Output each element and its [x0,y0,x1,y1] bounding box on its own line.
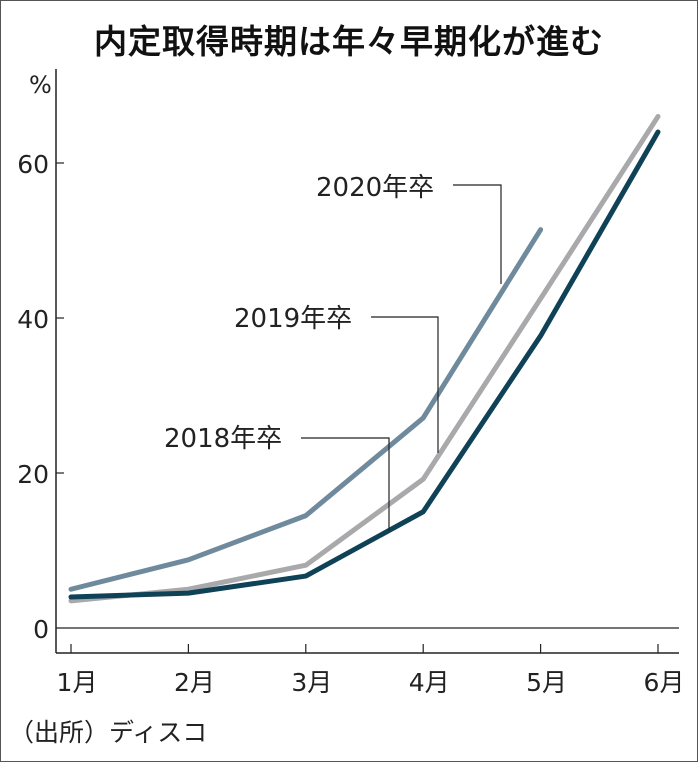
leader-line [453,184,502,284]
x-tick-label: 3月 [291,668,332,697]
series-line [68,129,661,600]
leader-line [371,316,439,453]
source-note: （出所）ディスコ [9,718,208,747]
y-tick-label: 60 [17,150,49,179]
x-tick-label: 5月 [526,668,567,697]
y-tick-label: 20 [17,460,49,489]
y-tick-label: 40 [17,305,49,334]
series-line [68,114,661,604]
x-tick-label: 4月 [409,668,450,697]
x-tick-label: 6月 [644,668,685,697]
series-label: 2020年卒 [316,173,434,203]
leader-line [301,437,390,531]
y-tick-label: 0 [33,615,49,644]
series-label: 2018年卒 [164,424,282,454]
line-chart: % 0 20 40 60 1月 2月 3月 4月 5月 6月 2020年卒 2019年卒 2018年卒 [17,69,685,697]
x-tick-label: 2月 [174,668,215,697]
chart-title: 内定取得時期は年々早期化が進む [94,22,604,61]
series-label: 2019年卒 [234,304,352,334]
y-axis-unit: % [29,71,52,99]
x-tick-label: 1月 [57,668,98,697]
